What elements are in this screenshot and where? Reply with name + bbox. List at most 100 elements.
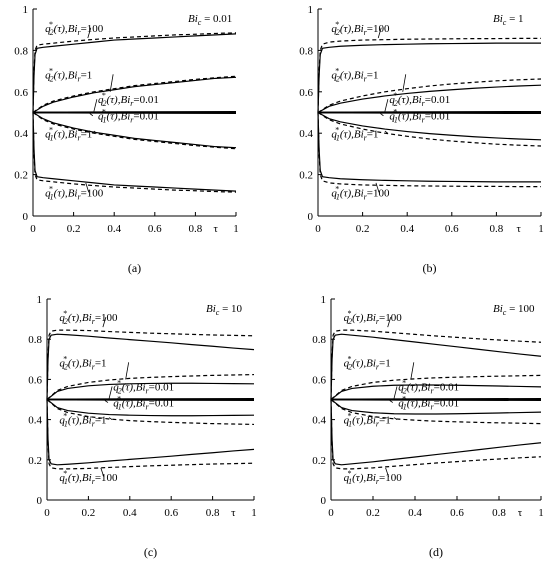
bic-symbol: Bi (188, 13, 198, 25)
bi-symbol: Bi (120, 111, 130, 123)
tau-arg: (τ), (352, 312, 366, 324)
series-line-q2-1-dashed (317, 78, 542, 114)
series-line-q1-1-solid (46, 399, 255, 417)
x-tick-label: 0.4 (400, 223, 414, 235)
y-tick-label: 1 (23, 4, 29, 16)
tau-arg: (τ), (122, 381, 136, 393)
leader-line (375, 182, 380, 193)
series-line-q1-1-dashed (317, 111, 542, 147)
bi-symbol: Bi (68, 23, 78, 35)
series-line-q2-1-solid (330, 384, 542, 400)
q-symbol: q (331, 23, 337, 35)
leader-line (384, 130, 389, 134)
tau-arg: (τ), (407, 398, 421, 410)
x-tick-label: 0 (328, 507, 334, 519)
leader-line (125, 362, 130, 380)
bi-symbol: Bi (68, 187, 78, 199)
x-tick-label: 1 (538, 507, 544, 519)
q-index: 1 (64, 477, 68, 486)
star-symbol: * (347, 469, 351, 478)
bi-subscript: r (422, 116, 426, 125)
series-line-q2-100-solid (46, 333, 255, 400)
series-line-q2-1-solid (317, 84, 542, 114)
bi-subscript: r (130, 99, 134, 108)
q-symbol: q (331, 69, 337, 81)
q-index: 1 (102, 116, 106, 125)
series-line-q1-001-solid (46, 398, 255, 401)
series-label: q* 2(τ),Bir=100 (331, 20, 390, 37)
x-tick-label: 0.6 (445, 223, 459, 235)
y-tick-label: 1 (321, 294, 327, 306)
series-line-q1-1-solid (330, 399, 542, 415)
series-label: q* 2(τ),Bir=0.01 (98, 91, 159, 108)
x-tick-label: 0.4 (123, 507, 137, 519)
series-line-q2-100-dashed (32, 32, 237, 113)
q-index: 1 (403, 403, 407, 412)
x-tick-label: 0.2 (82, 507, 96, 519)
series-line-q2-100-dashed (46, 329, 255, 400)
y-tick-label: 0.4 (299, 128, 313, 140)
bi-subscript: r (92, 420, 96, 429)
x-tick-label: 1 (233, 223, 239, 235)
leader-line (108, 386, 113, 399)
y-tick-label: 0.2 (14, 170, 28, 182)
q-symbol: q (398, 398, 404, 410)
x-axis-label: τ (516, 223, 521, 235)
star-symbol: * (393, 108, 397, 117)
star-symbol: * (101, 91, 105, 100)
bir-value: =0.01 (425, 111, 450, 123)
bi-subscript: r (77, 192, 81, 201)
leader-line (393, 386, 398, 399)
series-label: q* 1(τ),Bir=100 (45, 184, 104, 201)
x-tick-label: 0.8 (189, 223, 203, 235)
series-label: q* 2(τ),Bir=1 (59, 354, 106, 371)
q-symbol: q (113, 398, 119, 410)
q-symbol: q (344, 472, 350, 484)
bir-value: =1 (81, 69, 93, 81)
bir-value: =0.01 (149, 381, 174, 393)
tau-arg: (τ), (68, 312, 82, 324)
bir-value: =0.01 (434, 381, 459, 393)
x-tick-label: 0.6 (148, 223, 162, 235)
x-tick-label: 0.6 (450, 507, 464, 519)
series-label: q* 2(τ),Bir=100 (59, 309, 118, 326)
y-tick-label: 1 (37, 294, 43, 306)
tau-arg: (τ), (106, 94, 120, 106)
q-symbol: q (45, 187, 51, 199)
bi-subscript: r (364, 74, 368, 83)
bi-subscript: r (364, 28, 368, 37)
x-tick-label: 0.2 (356, 223, 370, 235)
star-symbol: * (49, 20, 53, 29)
leader-line (384, 99, 389, 112)
bi-symbol: Bi (354, 187, 364, 199)
tau-arg: (τ), (352, 357, 366, 369)
bir-value: =0.01 (425, 94, 450, 106)
bic-annotation: Bic = 100 (493, 303, 535, 317)
bi-symbol: Bi (366, 357, 376, 369)
tau-arg: (τ), (54, 23, 68, 35)
y-tick-label: 0 (37, 495, 43, 507)
bi-subscript: r (430, 403, 434, 412)
leader-line (85, 182, 90, 193)
q-symbol: q (45, 23, 51, 35)
x-tick-label: 0.8 (490, 223, 504, 235)
series-line-q1-001-solid (32, 111, 237, 115)
series-line-q2-1-solid (32, 76, 237, 114)
x-tick-label: 0.8 (206, 507, 220, 519)
leader-line (377, 27, 382, 39)
x-tick-label: 0 (44, 507, 50, 519)
bi-symbol: Bi (68, 128, 78, 140)
bir-value: =100 (379, 472, 402, 484)
y-tick-label: 0 (321, 495, 327, 507)
q-index: 1 (50, 133, 54, 142)
y-tick-label: 0.2 (312, 455, 326, 467)
bir-value: =100 (81, 187, 104, 199)
bi-subscript: r (77, 133, 81, 142)
q-index: 1 (348, 477, 352, 486)
y-tick-label: 0 (23, 211, 29, 223)
q-index: 2 (336, 28, 340, 37)
bi-subscript: r (92, 362, 96, 371)
series-label: q* 1(τ),Bir=0.01 (398, 395, 459, 412)
leader-line (109, 74, 114, 92)
q-symbol: q (59, 472, 65, 484)
